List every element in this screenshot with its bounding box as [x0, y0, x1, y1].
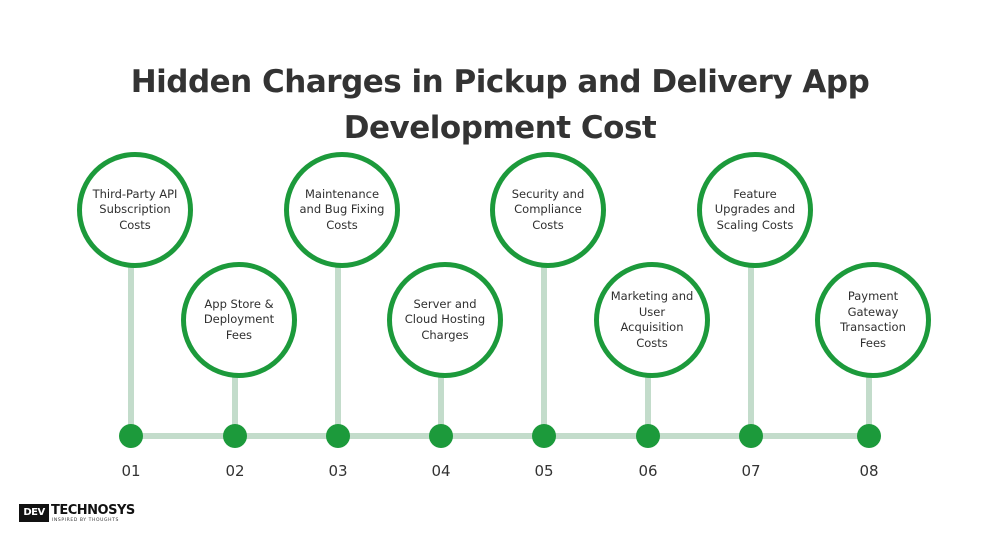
step-04-number: 04 — [431, 462, 451, 480]
step-03-label: Maintenance and Bug Fixing Costs — [299, 186, 385, 232]
step-04-dot — [429, 424, 453, 448]
step-02-dot — [223, 424, 247, 448]
step-04-label: Server and Cloud Hosting Charges — [404, 296, 486, 342]
step-06-stem — [645, 372, 651, 436]
step-05-stem — [541, 262, 547, 436]
step-01-dot — [119, 424, 143, 448]
step-08-circle: Payment Gateway Transaction Fees — [815, 262, 931, 378]
step-02-label: App Store & Deployment Fees — [203, 296, 275, 342]
step-05-dot — [532, 424, 556, 448]
step-03-stem — [335, 262, 341, 436]
logo-mark: DEV — [19, 504, 49, 522]
step-04-circle: Server and Cloud Hosting Charges — [387, 262, 503, 378]
logo-tagline: INSPIRED BY THOUGHTS — [52, 518, 119, 523]
step-08-number: 08 — [859, 462, 879, 480]
step-04-stem — [438, 372, 444, 436]
step-03-circle: Maintenance and Bug Fixing Costs — [284, 152, 400, 268]
title-line-2: Development Cost — [343, 109, 657, 146]
step-07-stem — [748, 262, 754, 436]
step-07-circle: Feature Upgrades and Scaling Costs — [697, 152, 813, 268]
step-08-dot — [857, 424, 881, 448]
step-02-stem — [232, 372, 238, 436]
step-08-label: Payment Gateway Transaction Fees — [840, 289, 906, 350]
step-08-stem — [866, 372, 872, 436]
step-07-label: Feature Upgrades and Scaling Costs — [714, 186, 796, 232]
step-03-number: 03 — [328, 462, 348, 480]
step-05-label: Security and Compliance Costs — [511, 186, 585, 232]
step-01-stem — [128, 262, 134, 436]
step-06-circle: Marketing and User Acquisition Costs — [594, 262, 710, 378]
step-06-dot — [636, 424, 660, 448]
step-01-number: 01 — [121, 462, 141, 480]
step-01-circle: Third-Party API Subscription Costs — [77, 152, 193, 268]
step-07-dot — [739, 424, 763, 448]
title-line-1: Hidden Charges in Pickup and Delivery Ap… — [130, 63, 870, 100]
step-06-label: Marketing and User Acquisition Costs — [610, 289, 694, 350]
logo-name: TECHNOSYS — [51, 503, 135, 518]
timeline-connector — [131, 433, 871, 439]
step-02-number: 02 — [225, 462, 245, 480]
step-01-label: Third-Party API Subscription Costs — [92, 186, 178, 232]
step-05-number: 05 — [534, 462, 554, 480]
page-title: Hidden Charges in Pickup and Delivery Ap… — [0, 59, 1000, 151]
step-05-circle: Security and Compliance Costs — [490, 152, 606, 268]
step-03-dot — [326, 424, 350, 448]
step-06-number: 06 — [638, 462, 658, 480]
step-02-circle: App Store & Deployment Fees — [181, 262, 297, 378]
step-07-number: 07 — [741, 462, 761, 480]
